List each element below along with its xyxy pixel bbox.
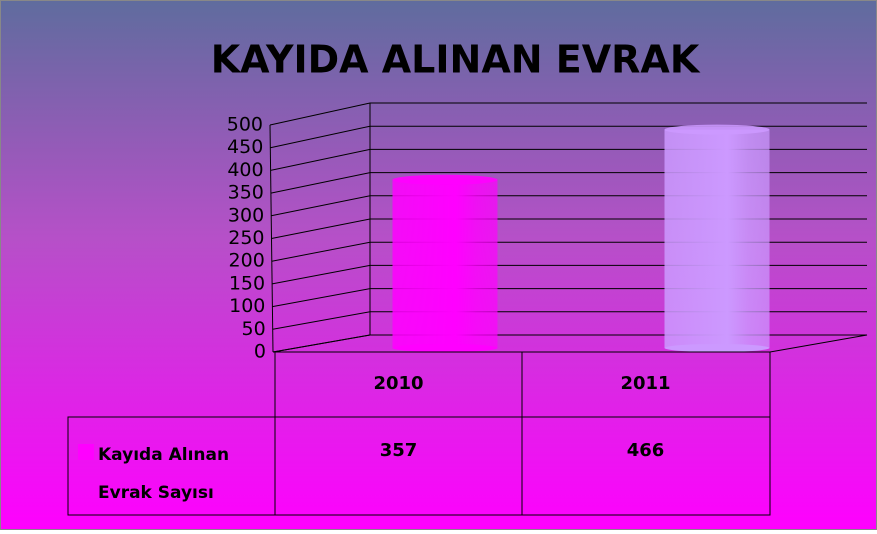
table-cell — [67, 416, 771, 516]
chart-title: KAYIDA ALINAN EVRAK — [211, 38, 701, 82]
y-tick-label: 150 — [229, 272, 265, 294]
bar — [664, 124, 770, 352]
bar-body — [664, 129, 770, 348]
y-tick-label: 200 — [229, 250, 265, 272]
x-tick-label: 2010 — [373, 373, 423, 394]
bar-bottom — [664, 344, 770, 352]
bar-body — [392, 179, 498, 348]
bar-bottom — [392, 344, 498, 352]
table-value: 357 — [380, 440, 418, 461]
y-tick-label: 100 — [229, 295, 265, 317]
y-tick-label: 50 — [242, 318, 266, 340]
y-tick-label: 500 — [227, 114, 263, 136]
legend-swatch — [78, 444, 94, 460]
x-tick-label: 2011 — [620, 373, 670, 394]
legend-label: Kayıda Alınan Evrak Sayısı — [98, 445, 230, 503]
bar — [392, 174, 498, 352]
bar-top — [392, 174, 498, 185]
y-tick-label: 350 — [228, 182, 264, 204]
y-tick-label: 400 — [227, 159, 263, 181]
legend-box: Kayıda Alınan Evrak Sayısı — [98, 445, 230, 503]
grid-line — [269, 102, 867, 126]
y-tick-label: 0 — [254, 341, 266, 363]
y-tick-label: 250 — [228, 227, 264, 249]
table-value: 466 — [627, 440, 665, 461]
y-tick-label: 450 — [227, 136, 263, 158]
y-tick-label: 300 — [228, 204, 264, 226]
bar-top — [664, 124, 770, 135]
